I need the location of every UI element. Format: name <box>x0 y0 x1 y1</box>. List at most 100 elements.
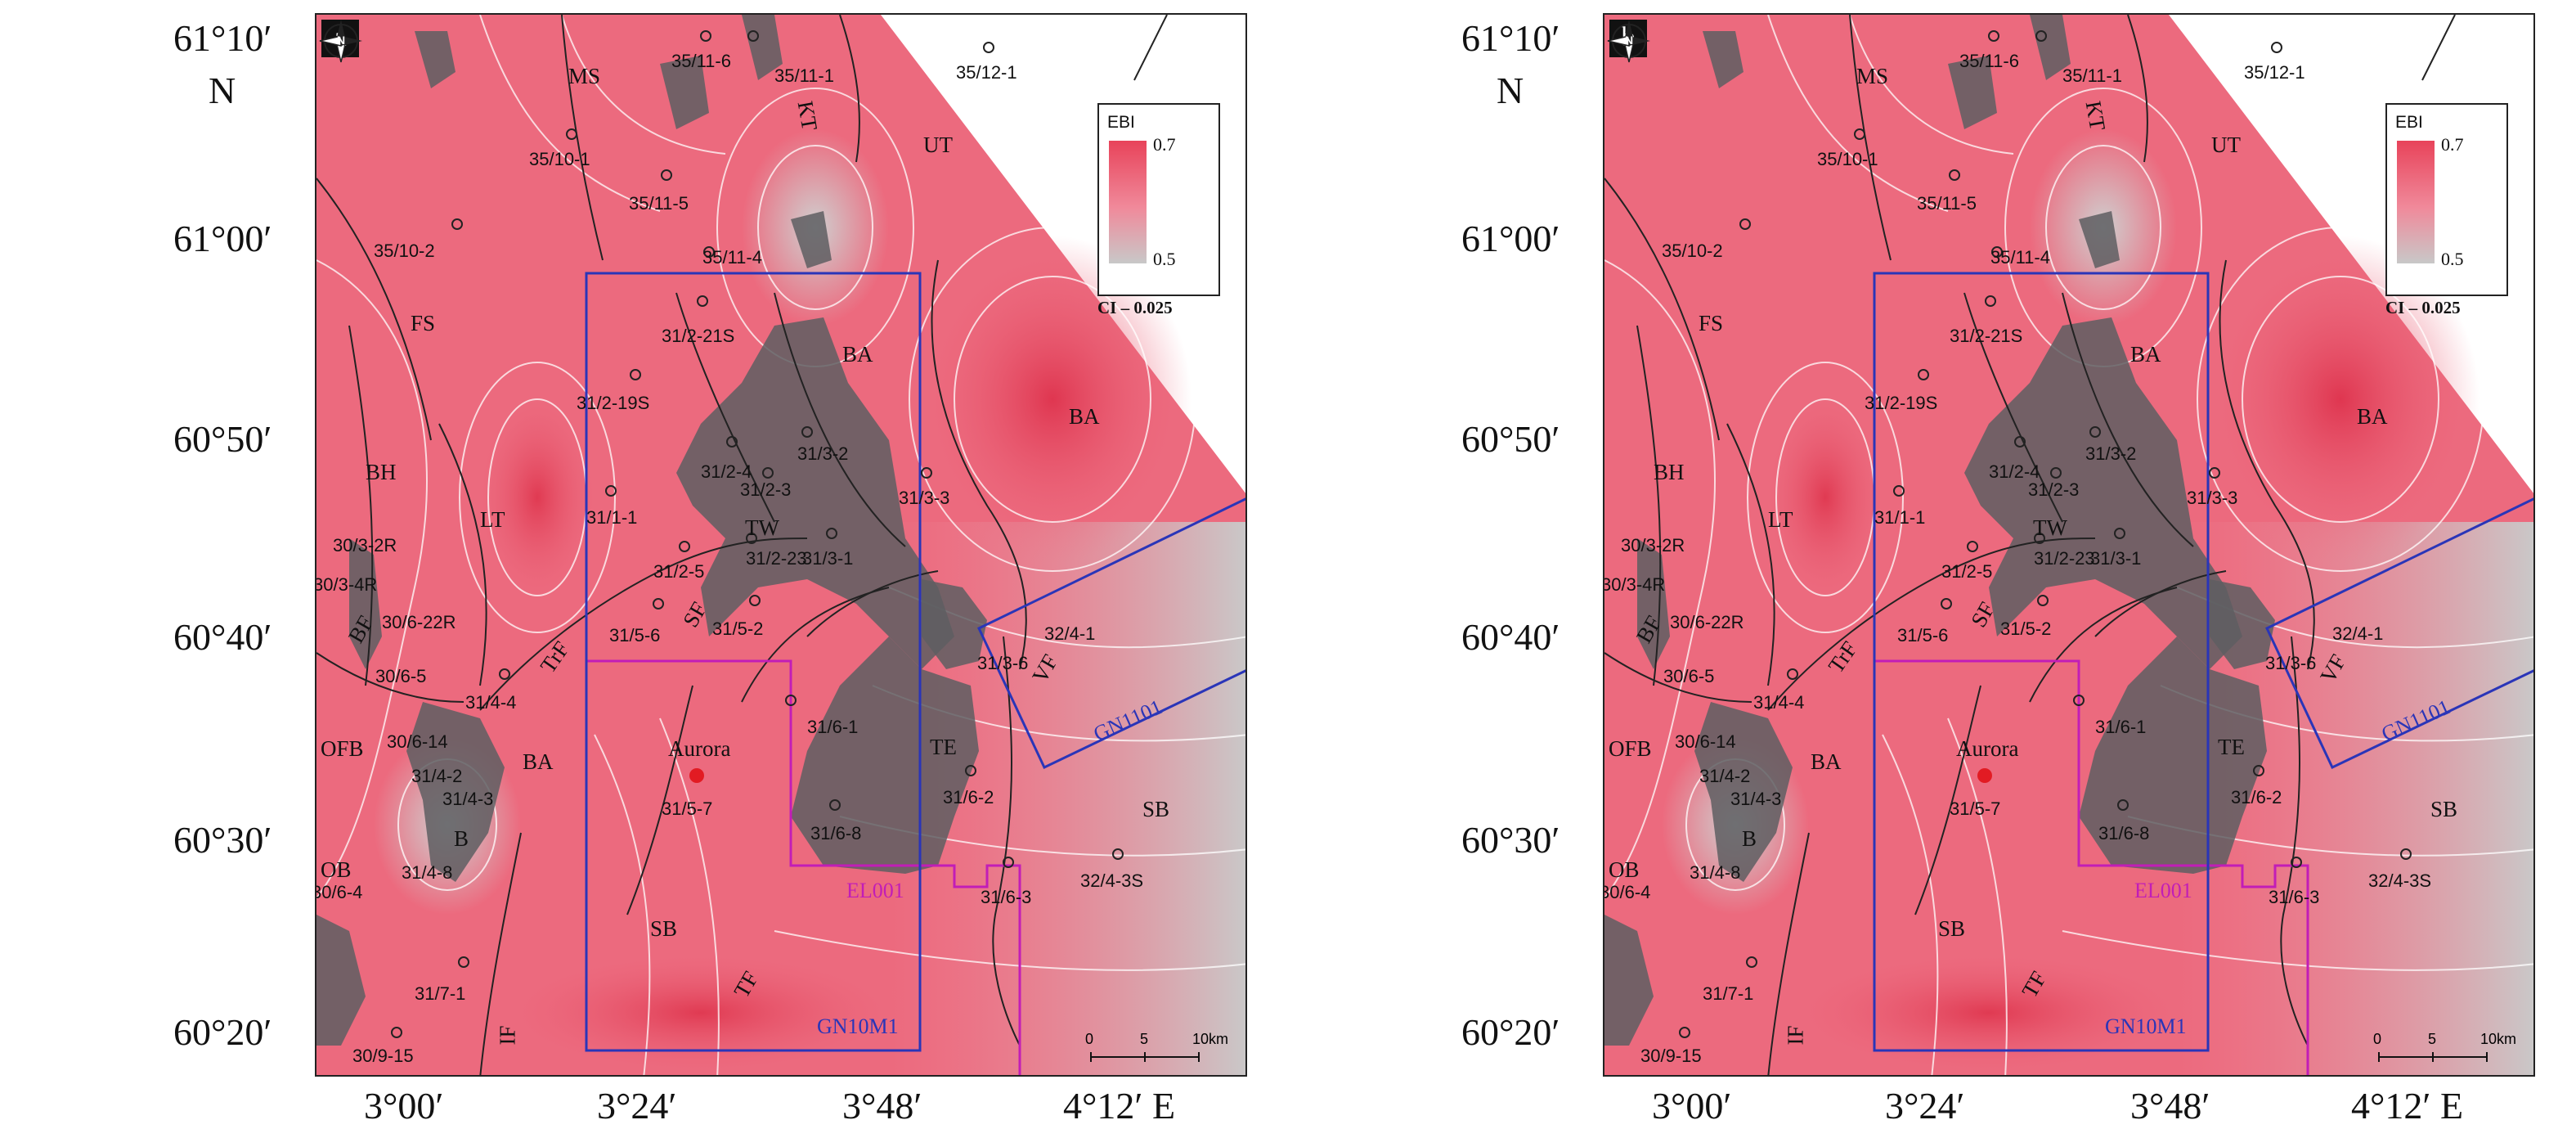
well-label: 31/4-4 <box>1753 692 1805 713</box>
legend-max: 0.7 <box>1153 134 1176 155</box>
lat-label-6110: 61°10′ <box>173 17 272 59</box>
area-label: KT <box>792 99 823 133</box>
well-label: 32/4-3S <box>2368 870 2432 891</box>
well-label: 31/6-3 <box>981 887 1032 907</box>
legend-colorbar <box>2397 141 2435 263</box>
lat-label-6020: 60°20′ <box>1461 1011 1560 1053</box>
well-label: 30/6-22R <box>382 612 456 632</box>
well-label: 35/10-1 <box>529 149 590 169</box>
well-label: 35/11-6 <box>671 51 731 71</box>
well-label: 30/6-4 <box>1603 882 1651 902</box>
lat-label-6040: 60°40′ <box>1461 616 1560 658</box>
area-label: IF <box>495 1025 520 1046</box>
area-label: BH <box>366 460 397 484</box>
licence-el001-label: EL001 <box>846 879 904 902</box>
well-label: 31/1-1 <box>1874 507 1926 528</box>
well-label: 31/5-7 <box>1950 798 2001 819</box>
area-label: TE <box>2218 735 2245 759</box>
well-label: 31/3-1 <box>2090 548 2142 569</box>
lat-label-6030: 60°30′ <box>173 819 272 861</box>
well-label: 31/7-1 <box>415 983 466 1004</box>
area-label: TE <box>930 735 957 759</box>
area-label: Aurora <box>1956 736 2019 761</box>
well-label: 32/4-3S <box>1080 870 1144 891</box>
well-label: 35/11-4 <box>702 247 762 268</box>
well-label: 31/3-6 <box>2265 653 2317 673</box>
well-label: 30/3-2R <box>1621 535 1685 556</box>
area-label: SB <box>2430 797 2458 821</box>
well-label: 31/3-3 <box>899 488 950 508</box>
ba-high <box>913 236 1192 563</box>
well-label: 31/3-6 <box>977 653 1029 673</box>
legend-max: 0.7 <box>2441 134 2464 155</box>
area-label: BA <box>2357 404 2388 429</box>
south-high <box>488 947 913 1075</box>
well-label: 31/1-1 <box>586 507 638 528</box>
well-label: 31/5-2 <box>712 618 764 639</box>
area-label: BH <box>1654 460 1685 484</box>
well-label: 31/6-1 <box>2095 717 2147 737</box>
licence-el001-label: EL001 <box>2134 879 2192 902</box>
area-label: KT <box>2080 99 2111 133</box>
well-label: 30/6-14 <box>387 731 448 752</box>
aurora-well-dot <box>1977 768 1992 783</box>
scale-label-5: 5 <box>2428 1031 2437 1047</box>
area-label: BA <box>2130 342 2161 367</box>
north-arrow-icon: N <box>1607 20 1650 63</box>
legend-min: 0.5 <box>1153 249 1176 269</box>
well-label: 31/4-3 <box>1730 789 1782 809</box>
contour-interval: CI – 0.025 <box>2385 298 2461 317</box>
aurora-well-dot <box>689 768 704 783</box>
legend-min: 0.5 <box>2441 249 2464 269</box>
well-label: 30/6-4 <box>315 882 363 902</box>
well-label: 31/3-2 <box>2085 443 2137 464</box>
lat-label-6020: 60°20′ <box>173 1011 272 1053</box>
well-label: 35/11-5 <box>629 193 689 214</box>
well-label: 31/2-19S <box>577 393 650 413</box>
well-label: 31/5-6 <box>1897 625 1949 645</box>
area-label: UT <box>2211 133 2241 157</box>
well-label: 31/2-23 <box>746 548 807 569</box>
lat-label-6100: 61°00′ <box>1461 218 1560 259</box>
area-label: TW <box>745 515 779 540</box>
scale-bar: 0 5 10km <box>1085 1031 1236 1072</box>
well-label: 31/6-8 <box>2098 823 2150 843</box>
well-label: 31/2-21S <box>662 326 735 346</box>
area-label: MS <box>1856 64 1889 88</box>
well-label: 30/6-5 <box>1663 666 1715 686</box>
well-label: 31/2-4 <box>1989 461 2040 482</box>
well-label: 30/3-4R <box>315 574 378 595</box>
north-arrow-icon: N <box>319 20 362 63</box>
area-label: SB <box>1142 797 1170 821</box>
south-high <box>1776 947 2201 1075</box>
well-label: 31/6-2 <box>943 787 994 807</box>
scale-bar-graphic <box>2378 1052 2488 1062</box>
lon-label-348: 3°48′ <box>842 1085 922 1127</box>
well-label: 35/11-4 <box>1990 247 2050 268</box>
contour-interval: CI – 0.025 <box>1097 298 1173 317</box>
fault-lines <box>316 15 1168 1075</box>
area-label: SB <box>1938 916 1966 941</box>
scale-label-5: 5 <box>1140 1031 1149 1047</box>
svg-text:N: N <box>337 34 345 47</box>
area-label: LT <box>1768 507 1793 532</box>
scale-bar: 0 5 10km <box>2373 1031 2524 1072</box>
area-label: FS <box>411 311 436 335</box>
area-label: MS <box>568 64 601 88</box>
well-markers <box>1679 30 2412 1038</box>
well-label: 30/3-4R <box>1603 574 1666 595</box>
well-label: 35/11-5 <box>1917 193 1977 214</box>
lat-label-6040: 60°40′ <box>173 616 272 658</box>
well-label: 31/2-5 <box>653 561 705 582</box>
panel-b: 61°10′ N 61°00′ 60°50′ 60°40′ 60°30′ 60°… <box>1288 0 2576 1138</box>
lt-high <box>472 383 603 612</box>
well-label: 31/6-8 <box>810 823 862 843</box>
area-label: TW <box>2033 515 2067 540</box>
gn1101-outline <box>977 497 1245 770</box>
well-label: 31/4-3 <box>442 789 494 809</box>
well-label: 35/11-6 <box>1959 51 2019 71</box>
lon-label-348: 3°48′ <box>2130 1085 2210 1127</box>
well-label: 31/6-3 <box>2269 887 2320 907</box>
area-label: BA <box>842 342 873 367</box>
el001-outline <box>586 659 1021 1075</box>
